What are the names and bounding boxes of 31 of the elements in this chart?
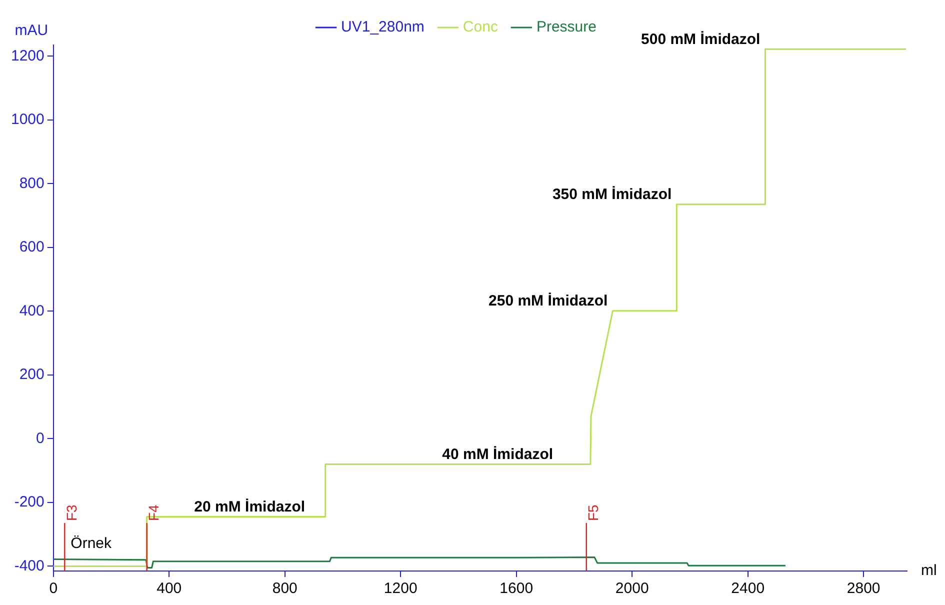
- x-tick-label: 0: [49, 580, 58, 598]
- annotation: Örnek: [70, 535, 112, 552]
- annotation: 500 mM İmidazol: [641, 30, 760, 48]
- y-tick-label: -200: [14, 494, 44, 511]
- legend-label: Pressure: [536, 18, 596, 36]
- annotation: 40 mM İmidazol: [442, 446, 554, 463]
- y-tick-label: -400: [14, 557, 44, 574]
- y-tick-label: 1000: [10, 111, 44, 128]
- y-tick-label: 600: [19, 238, 44, 256]
- x-tick-label: 2000: [615, 580, 649, 598]
- annotation: 20 mM İmidazol: [194, 498, 306, 516]
- y-axis-title: mAU: [14, 22, 48, 40]
- ref-line-label: F4: [146, 504, 162, 521]
- y-tick-label: 400: [19, 302, 44, 320]
- x-tick-label: 1600: [500, 580, 534, 598]
- ref-line-label: F5: [585, 504, 602, 521]
- annotation: 350 mM İmidazol: [552, 186, 672, 204]
- x-tick-label: 800: [272, 580, 298, 598]
- y-tick-label: 0: [36, 430, 44, 447]
- y-tick-label: 800: [19, 174, 44, 192]
- x-tick-label: 1200: [384, 580, 418, 598]
- y-tick-label: 200: [19, 366, 44, 384]
- annotation: 250 mM İmidazol: [488, 292, 608, 310]
- legend-label: UV1_280nm: [341, 18, 424, 36]
- x-tick-label: 2400: [731, 580, 765, 598]
- y-tick-label: 1200: [10, 47, 44, 64]
- x-tick-label: 400: [156, 580, 182, 598]
- x-tick-label: 2800: [846, 580, 880, 598]
- legend-label: Conc: [462, 18, 498, 36]
- x-axis-title: ml: [921, 562, 937, 580]
- ref-line-label: F3: [64, 504, 80, 521]
